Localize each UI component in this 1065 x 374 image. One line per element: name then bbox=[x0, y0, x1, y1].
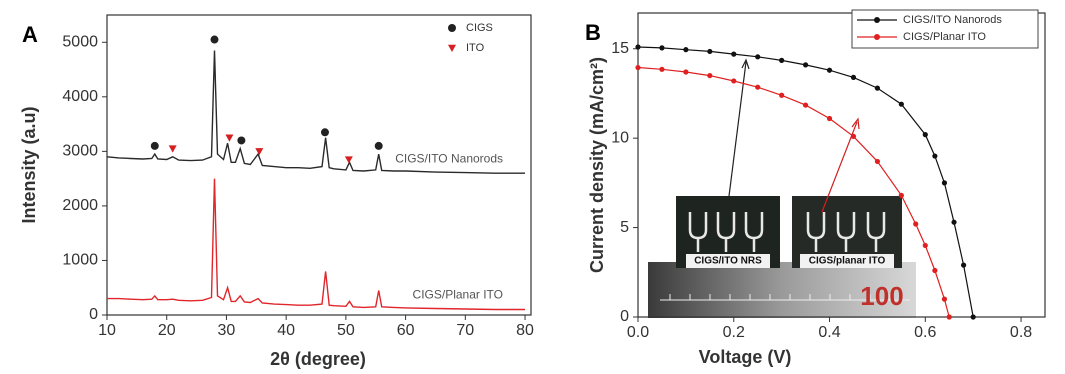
legend-label: CIGS/Planar ITO bbox=[903, 31, 986, 43]
x-tick-label: 70 bbox=[456, 322, 474, 339]
marker bbox=[874, 34, 880, 40]
inset-label: CIGS/planar ITO bbox=[809, 256, 886, 267]
marker bbox=[898, 192, 904, 198]
marker bbox=[168, 145, 177, 153]
marker bbox=[874, 85, 881, 91]
x-tick-label: 80 bbox=[516, 322, 534, 339]
panel-label: A bbox=[22, 22, 38, 47]
marker bbox=[932, 153, 938, 159]
marker bbox=[932, 267, 938, 274]
marker bbox=[225, 134, 234, 142]
y-axis-title: Current density (mA/cm²) bbox=[587, 57, 607, 273]
marker bbox=[913, 221, 919, 227]
legend-label: CIGS bbox=[466, 22, 493, 34]
marker bbox=[344, 156, 353, 164]
marker bbox=[320, 128, 329, 137]
marker bbox=[755, 54, 761, 60]
marker bbox=[850, 74, 857, 80]
marker bbox=[922, 242, 928, 249]
y-tick-label: 0 bbox=[89, 306, 98, 323]
series-label: CIGS/ITO Nanorods bbox=[395, 151, 503, 165]
x-tick-label: 0.2 bbox=[723, 324, 745, 341]
ruler-label: 100 bbox=[860, 281, 903, 311]
series-line bbox=[107, 178, 525, 311]
marker bbox=[850, 133, 857, 139]
marker bbox=[659, 66, 665, 72]
x-tick-label: 40 bbox=[277, 322, 295, 339]
plot-frame bbox=[106, 14, 532, 316]
y-tick-label: 10 bbox=[611, 129, 629, 146]
y-tick-label: 1000 bbox=[62, 252, 98, 269]
x-tick-label: 0.8 bbox=[1010, 324, 1032, 341]
marker bbox=[448, 24, 456, 32]
marker bbox=[448, 44, 456, 52]
y-tick-label: 5000 bbox=[62, 33, 98, 50]
marker bbox=[755, 84, 761, 90]
marker bbox=[826, 67, 833, 73]
panel-label: B bbox=[585, 20, 601, 45]
inset-photo: CIGS/ITO NRS CIGS/planar ITO 100 bbox=[648, 196, 916, 318]
inset-label: CIGS/ITO NRS bbox=[694, 256, 762, 267]
y-tick-label: 15 bbox=[611, 40, 629, 57]
marker bbox=[683, 47, 689, 53]
marker bbox=[374, 141, 383, 150]
x-tick-label: 60 bbox=[397, 322, 415, 339]
marker bbox=[150, 141, 159, 150]
plot-frame bbox=[637, 12, 1046, 318]
x-tick-label: 20 bbox=[158, 322, 176, 339]
marker bbox=[635, 44, 641, 50]
marker bbox=[946, 314, 952, 320]
x-axis-title: Voltage (V) bbox=[699, 347, 792, 367]
marker bbox=[826, 115, 833, 122]
x-tick-label: 0.0 bbox=[627, 324, 649, 341]
legend-label: ITO bbox=[466, 42, 485, 54]
x-tick-label: 0.4 bbox=[818, 324, 840, 341]
marker bbox=[779, 92, 785, 98]
legend-label: CIGS/ITO Nanorods bbox=[903, 14, 1002, 26]
series-label: CIGS/Planar ITO bbox=[413, 288, 503, 302]
marker bbox=[683, 69, 689, 75]
marker bbox=[659, 45, 665, 51]
y-tick-label: 4000 bbox=[62, 88, 98, 105]
marker bbox=[951, 219, 957, 225]
arrows bbox=[726, 58, 860, 213]
series-line bbox=[106, 50, 525, 174]
marker bbox=[731, 51, 737, 57]
marker bbox=[707, 48, 713, 55]
marker bbox=[255, 148, 264, 156]
marker bbox=[635, 64, 641, 71]
marker bbox=[898, 101, 904, 107]
marker bbox=[970, 314, 976, 320]
marker bbox=[731, 78, 737, 84]
marker bbox=[874, 158, 881, 165]
legend-box bbox=[851, 9, 1039, 49]
marker bbox=[874, 17, 880, 23]
x-tick-label: 50 bbox=[337, 322, 355, 339]
marker bbox=[961, 262, 967, 268]
x-tick-label: 30 bbox=[218, 322, 236, 339]
marker bbox=[210, 35, 219, 44]
marker bbox=[941, 180, 948, 186]
marker bbox=[707, 72, 713, 79]
y-tick-label: 5 bbox=[620, 219, 629, 236]
series-line bbox=[637, 46, 974, 318]
y-axis-title: Intensity (a.u) bbox=[19, 106, 39, 223]
marker bbox=[941, 296, 948, 302]
x-axis-title: 2θ (degree) bbox=[270, 349, 366, 369]
y-tick-label: 3000 bbox=[62, 143, 98, 160]
marker bbox=[802, 102, 809, 108]
y-tick-label: 2000 bbox=[62, 197, 98, 214]
y-tick-label: 0 bbox=[620, 308, 629, 325]
marker bbox=[802, 62, 809, 68]
x-tick-label: 0.6 bbox=[914, 324, 936, 341]
marker bbox=[779, 57, 785, 63]
marker bbox=[922, 132, 928, 138]
marker bbox=[237, 136, 246, 145]
x-tick-label: 10 bbox=[98, 322, 116, 339]
